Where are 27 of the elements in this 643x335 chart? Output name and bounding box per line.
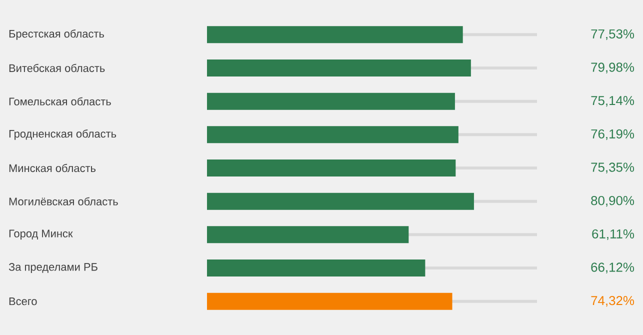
data-label: 66,12% xyxy=(591,262,634,274)
data-label: 80,90% xyxy=(591,196,634,207)
bar xyxy=(206,292,452,310)
data-label: 61,11% xyxy=(592,229,634,240)
data-label: 74,32% xyxy=(591,296,634,307)
data-label: 77,53% xyxy=(591,29,634,40)
bar xyxy=(206,26,463,44)
bar xyxy=(206,126,458,144)
y-tick-label: Гродненская область xyxy=(9,130,116,140)
y-tick-label: Гомельская область xyxy=(9,97,111,106)
bar xyxy=(206,60,471,77)
data-label: 76,19% xyxy=(591,129,634,140)
bar xyxy=(206,160,456,177)
data-label: 75,14% xyxy=(591,96,634,107)
bar xyxy=(206,192,474,210)
y-tick-label: Город Минск xyxy=(9,230,73,240)
bar xyxy=(206,226,409,244)
bar xyxy=(206,260,426,277)
bar xyxy=(206,92,455,110)
y-tick-label: За пределами РБ xyxy=(8,263,98,273)
y-tick-label: Брестская область xyxy=(9,30,104,40)
y-tick-label: Всего xyxy=(9,298,37,306)
data-label: 75,35% xyxy=(591,162,634,174)
y-tick-label: Витебская область xyxy=(9,64,105,72)
y-tick-label: Могилёвская область xyxy=(9,197,118,206)
y-tick-label: Минская область xyxy=(9,164,96,172)
data-label: 79,98% xyxy=(591,62,634,74)
